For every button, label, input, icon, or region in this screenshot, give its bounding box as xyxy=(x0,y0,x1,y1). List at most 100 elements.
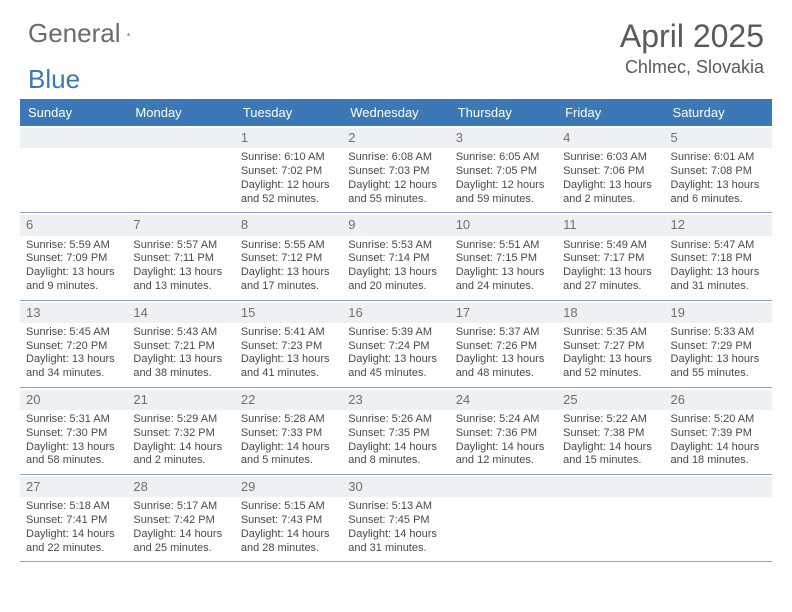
daylight-text: Daylight: 12 hours and 59 minutes. xyxy=(456,179,551,207)
day-number: 27 xyxy=(20,477,127,497)
sunrise-text: Sunrise: 5:13 AM xyxy=(348,500,443,514)
day-number: 1 xyxy=(235,128,342,148)
sunset-text: Sunset: 7:02 PM xyxy=(241,165,336,179)
sunrise-text: Sunrise: 5:17 AM xyxy=(133,500,228,514)
sunrise-text: Sunrise: 5:18 AM xyxy=(26,500,121,514)
daylight-text: Daylight: 13 hours and 48 minutes. xyxy=(456,353,551,381)
daylight-text: Daylight: 13 hours and 9 minutes. xyxy=(26,266,121,294)
daylight-text: Daylight: 13 hours and 27 minutes. xyxy=(563,266,658,294)
day-number: 11 xyxy=(557,215,664,235)
day-cell: 25Sunrise: 5:22 AMSunset: 7:38 PMDayligh… xyxy=(557,388,664,474)
day-cell: 2Sunrise: 6:08 AMSunset: 7:03 PMDaylight… xyxy=(342,126,449,212)
day-number-empty xyxy=(450,477,557,497)
day-cell xyxy=(557,475,664,561)
day-header: Tuesday xyxy=(235,99,342,126)
day-number: 30 xyxy=(342,477,449,497)
day-cell: 17Sunrise: 5:37 AMSunset: 7:26 PMDayligh… xyxy=(450,301,557,387)
day-number: 14 xyxy=(127,303,234,323)
day-number-empty xyxy=(665,477,772,497)
day-cell: 27 Sunrise: 5:18 AMSunset: 7:41 PMDayligh… xyxy=(20,475,127,561)
sunset-text: Sunset: 7:41 PM xyxy=(26,514,121,528)
day-cell: 4Sunrise: 6:03 AMSunset: 7:06 PMDaylight… xyxy=(557,126,664,212)
sunrise-text: Sunrise: 5:29 AM xyxy=(133,413,228,427)
day-cell xyxy=(127,126,234,212)
sunrise-text: Sunrise: 5:53 AM xyxy=(348,239,443,253)
day-number: 20 xyxy=(20,390,127,410)
sunrise-text: Sunrise: 5:20 AM xyxy=(671,413,766,427)
daylight-text: Daylight: 13 hours and 34 minutes. xyxy=(26,353,121,381)
sunrise-text: Sunrise: 5:22 AM xyxy=(563,413,658,427)
day-cell: 15Sunrise: 5:41 AMSunset: 7:23 PMDayligh… xyxy=(235,301,342,387)
day-cell: 26Sunrise: 5:20 AMSunset: 7:39 PMDayligh… xyxy=(665,388,772,474)
day-cell: 12Sunrise: 5:47 AMSunset: 7:18 PMDayligh… xyxy=(665,213,772,299)
daylight-text: Daylight: 13 hours and 52 minutes. xyxy=(563,353,658,381)
day-number: 3 xyxy=(450,128,557,148)
sunset-text: Sunset: 7:20 PM xyxy=(26,340,121,354)
day-number: 15 xyxy=(235,303,342,323)
day-number: 8 xyxy=(235,215,342,235)
daylight-text: Daylight: 13 hours and 31 minutes. xyxy=(671,266,766,294)
calendar: SundayMondayTuesdayWednesdayThursdayFrid… xyxy=(20,99,772,562)
day-number: 6 xyxy=(20,215,127,235)
day-header: Friday xyxy=(557,99,664,126)
week-row: 27Sunrise: 5:18 AMSunset: 7:41 PMDayligh… xyxy=(20,475,772,562)
sunrise-text: Sunrise: 5:39 AM xyxy=(348,326,443,340)
daylight-text: Daylight: 14 hours and 18 minutes. xyxy=(671,441,766,469)
sunrise-text: Sunrise: 5:37 AM xyxy=(456,326,551,340)
day-number: 28 xyxy=(127,477,234,497)
daylight-text: Daylight: 13 hours and 58 minutes. xyxy=(26,441,121,469)
day-number: 7 xyxy=(127,215,234,235)
day-cell: 20Sunrise: 5:31 AMSunset: 7:30 PMDayligh… xyxy=(20,388,127,474)
day-number: 13 xyxy=(20,303,127,323)
logo-text-b: Blue xyxy=(28,64,80,95)
sunrise-text: Sunrise: 6:03 AM xyxy=(563,151,658,165)
weeks-container: 1Sunrise: 6:10 AMSunset: 7:02 PMDaylight… xyxy=(20,126,772,562)
sunset-text: Sunset: 7:38 PM xyxy=(563,427,658,441)
week-row: 20Sunrise: 5:31 AMSunset: 7:30 PMDayligh… xyxy=(20,388,772,475)
day-header: Wednesday xyxy=(342,99,449,126)
sunset-text: Sunset: 7:43 PM xyxy=(241,514,336,528)
day-cell: 5Sunrise: 6:01 AMSunset: 7:08 PMDaylight… xyxy=(665,126,772,212)
sunset-text: Sunset: 7:39 PM xyxy=(671,427,766,441)
day-cell: 16Sunrise: 5:39 AMSunset: 7:24 PMDayligh… xyxy=(342,301,449,387)
sunrise-text: Sunrise: 5:33 AM xyxy=(671,326,766,340)
sunset-text: Sunset: 7:30 PM xyxy=(26,427,121,441)
week-row: 6Sunrise: 5:59 AMSunset: 7:09 PMDaylight… xyxy=(20,213,772,300)
logo-text-a: General xyxy=(28,18,121,49)
daylight-text: Daylight: 13 hours and 20 minutes. xyxy=(348,266,443,294)
day-number: 12 xyxy=(665,215,772,235)
daylight-text: Daylight: 13 hours and 38 minutes. xyxy=(133,353,228,381)
sunrise-text: Sunrise: 5:43 AM xyxy=(133,326,228,340)
day-number-empty xyxy=(20,128,127,148)
sunset-text: Sunset: 7:11 PM xyxy=(133,252,228,266)
daylight-text: Daylight: 13 hours and 2 minutes. xyxy=(563,179,658,207)
day-cell: 29Sunrise: 5:15 AMSunset: 7:43 PMDayligh… xyxy=(235,475,342,561)
logo-sail-icon xyxy=(127,24,130,44)
day-cell: 8Sunrise: 5:55 AMSunset: 7:12 PMDaylight… xyxy=(235,213,342,299)
daylight-text: Daylight: 14 hours and 5 minutes. xyxy=(241,441,336,469)
sunset-text: Sunset: 7:27 PM xyxy=(563,340,658,354)
sunset-text: Sunset: 7:21 PM xyxy=(133,340,228,354)
sunset-text: Sunset: 7:42 PM xyxy=(133,514,228,528)
day-cell: 30Sunrise: 5:13 AMSunset: 7:45 PMDayligh… xyxy=(342,475,449,561)
day-header: Monday xyxy=(127,99,234,126)
day-number-empty xyxy=(557,477,664,497)
sunset-text: Sunset: 7:08 PM xyxy=(671,165,766,179)
daylight-text: Daylight: 14 hours and 31 minutes. xyxy=(348,528,443,556)
sunset-text: Sunset: 7:17 PM xyxy=(563,252,658,266)
day-cell: 24Sunrise: 5:24 AMSunset: 7:36 PMDayligh… xyxy=(450,388,557,474)
day-number-empty xyxy=(127,128,234,148)
daylight-text: Daylight: 13 hours and 17 minutes. xyxy=(241,266,336,294)
day-cell: 23Sunrise: 5:26 AMSunset: 7:35 PMDayligh… xyxy=(342,388,449,474)
daylight-text: Daylight: 14 hours and 22 minutes. xyxy=(26,528,121,556)
day-number: 2 xyxy=(342,128,449,148)
sunset-text: Sunset: 7:36 PM xyxy=(456,427,551,441)
day-number: 16 xyxy=(342,303,449,323)
sunrise-text: Sunrise: 6:08 AM xyxy=(348,151,443,165)
sunset-text: Sunset: 7:33 PM xyxy=(241,427,336,441)
day-cell: 13Sunrise: 5:45 AMSunset: 7:20 PMDayligh… xyxy=(20,301,127,387)
day-number: 24 xyxy=(450,390,557,410)
sunset-text: Sunset: 7:29 PM xyxy=(671,340,766,354)
daylight-text: Daylight: 13 hours and 41 minutes. xyxy=(241,353,336,381)
day-number: 29 xyxy=(235,477,342,497)
